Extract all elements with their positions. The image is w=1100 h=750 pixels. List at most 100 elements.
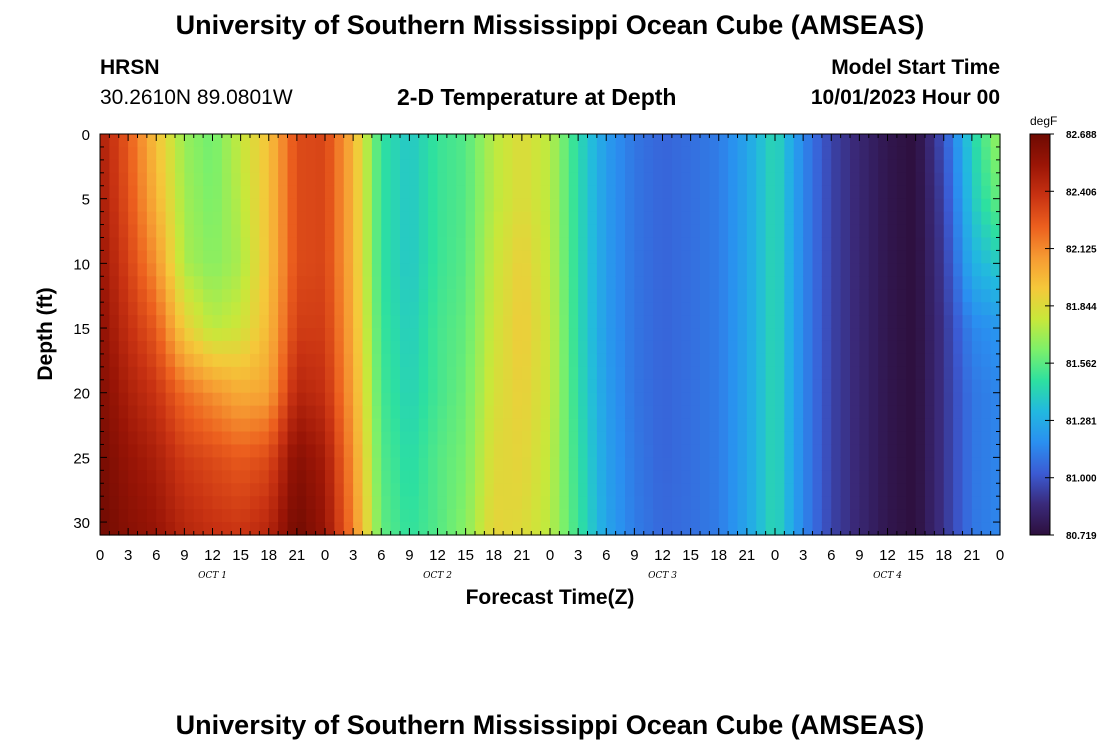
heatmap-cell bbox=[962, 431, 973, 446]
heatmap-cell bbox=[343, 405, 354, 420]
heatmap-cell bbox=[278, 444, 289, 458]
heatmap-cell bbox=[887, 353, 898, 368]
heatmap-cell bbox=[775, 211, 785, 226]
heatmap-cell bbox=[456, 185, 467, 200]
heatmap-cell bbox=[587, 509, 598, 523]
heatmap-cell bbox=[821, 159, 832, 174]
heatmap-cell bbox=[953, 250, 964, 264]
heatmap-cell bbox=[334, 483, 345, 497]
heatmap-cell bbox=[409, 198, 420, 213]
heatmap-cell bbox=[400, 211, 410, 226]
heatmap-cell bbox=[981, 224, 992, 239]
heatmap-cell bbox=[278, 522, 289, 536]
heatmap-cell bbox=[887, 483, 898, 497]
heatmap-cell bbox=[831, 379, 842, 394]
heatmap-cell bbox=[971, 509, 982, 523]
heatmap-cell bbox=[700, 353, 710, 368]
heatmap-cell bbox=[381, 134, 392, 148]
heatmap-cell bbox=[981, 379, 992, 394]
heatmap-cell bbox=[437, 198, 448, 213]
heatmap-cell bbox=[737, 340, 748, 355]
heatmap-cell bbox=[306, 172, 317, 187]
heatmap-cell bbox=[531, 198, 542, 213]
heatmap-cell bbox=[184, 522, 195, 536]
heatmap-cell bbox=[812, 250, 823, 264]
heatmap-cell bbox=[737, 379, 748, 394]
heatmap-cell bbox=[184, 250, 195, 264]
heatmap-cell bbox=[737, 470, 748, 484]
heatmap-cell bbox=[503, 392, 514, 407]
heatmap-cell bbox=[437, 237, 448, 252]
heatmap-cell bbox=[409, 431, 420, 446]
heatmap-cell bbox=[568, 237, 579, 252]
heatmap-cell bbox=[212, 431, 223, 446]
heatmap-cell bbox=[934, 289, 945, 303]
heatmap-cell bbox=[100, 276, 110, 290]
heatmap-cell bbox=[915, 379, 926, 394]
heatmap-cell bbox=[446, 237, 457, 252]
colorbar-tick-label: 81.000 bbox=[1066, 474, 1097, 485]
heatmap-cell bbox=[896, 198, 907, 213]
heatmap-cell bbox=[146, 470, 157, 484]
heatmap-cell bbox=[971, 224, 982, 239]
heatmap-cell bbox=[896, 302, 907, 316]
heatmap-cell bbox=[953, 340, 964, 355]
heatmap-cell bbox=[306, 198, 317, 213]
heatmap-cell bbox=[934, 340, 945, 355]
heatmap-cell bbox=[418, 418, 429, 433]
heatmap-cell bbox=[953, 431, 964, 446]
heatmap-cell bbox=[728, 496, 739, 510]
day-label: OCT 4 bbox=[873, 571, 902, 581]
heatmap-cell bbox=[681, 340, 692, 355]
heatmap-cell bbox=[878, 134, 889, 148]
heatmap-cell bbox=[240, 392, 251, 407]
heatmap-cell bbox=[203, 444, 214, 458]
heatmap-cell bbox=[550, 224, 560, 239]
heatmap-cell bbox=[559, 340, 570, 355]
heatmap-cell bbox=[690, 185, 701, 200]
heatmap-cell bbox=[165, 366, 176, 381]
heatmap-cell bbox=[568, 289, 579, 303]
heatmap-cell bbox=[165, 392, 176, 407]
heatmap-cell bbox=[296, 444, 307, 458]
heatmap-cell bbox=[325, 509, 335, 523]
heatmap-cell bbox=[840, 444, 851, 458]
heatmap-cell bbox=[953, 289, 964, 303]
heatmap-cell bbox=[221, 392, 232, 407]
heatmap-cell bbox=[540, 250, 551, 264]
heatmap-cell bbox=[625, 392, 635, 407]
heatmap-cell bbox=[315, 392, 326, 407]
heatmap-cell bbox=[484, 289, 495, 303]
heatmap-cell bbox=[840, 340, 851, 355]
heatmap-cell bbox=[925, 405, 935, 420]
heatmap-cell bbox=[775, 457, 785, 471]
heatmap-cell bbox=[775, 392, 785, 407]
heatmap-cell bbox=[400, 418, 410, 433]
heatmap-cell bbox=[531, 379, 542, 394]
heatmap-cell bbox=[634, 353, 645, 368]
heatmap-cell bbox=[981, 509, 992, 523]
heatmap-cell bbox=[643, 457, 654, 471]
heatmap-cell bbox=[737, 302, 748, 316]
heatmap-cell bbox=[596, 134, 607, 148]
heatmap-cell bbox=[212, 315, 223, 329]
heatmap-cell bbox=[653, 276, 664, 290]
heatmap-cell bbox=[615, 289, 626, 303]
heatmap-cell bbox=[250, 211, 260, 226]
heatmap-cell bbox=[878, 159, 889, 174]
heatmap-cell bbox=[118, 379, 129, 394]
heatmap-cell bbox=[943, 431, 954, 446]
heatmap-cell bbox=[859, 509, 870, 523]
heatmap-cell bbox=[906, 366, 917, 381]
heatmap-cell bbox=[128, 366, 139, 381]
heatmap-cell bbox=[381, 457, 392, 471]
x-tick-label: 9 bbox=[630, 547, 638, 564]
heatmap-cell bbox=[390, 470, 401, 484]
heatmap-cell bbox=[578, 483, 589, 497]
heatmap-cell bbox=[662, 328, 673, 342]
heatmap-cell bbox=[971, 159, 982, 174]
heatmap-cell bbox=[953, 457, 964, 471]
heatmap-cell bbox=[728, 198, 739, 213]
heatmap-cell bbox=[728, 470, 739, 484]
heatmap-cell bbox=[146, 237, 157, 252]
